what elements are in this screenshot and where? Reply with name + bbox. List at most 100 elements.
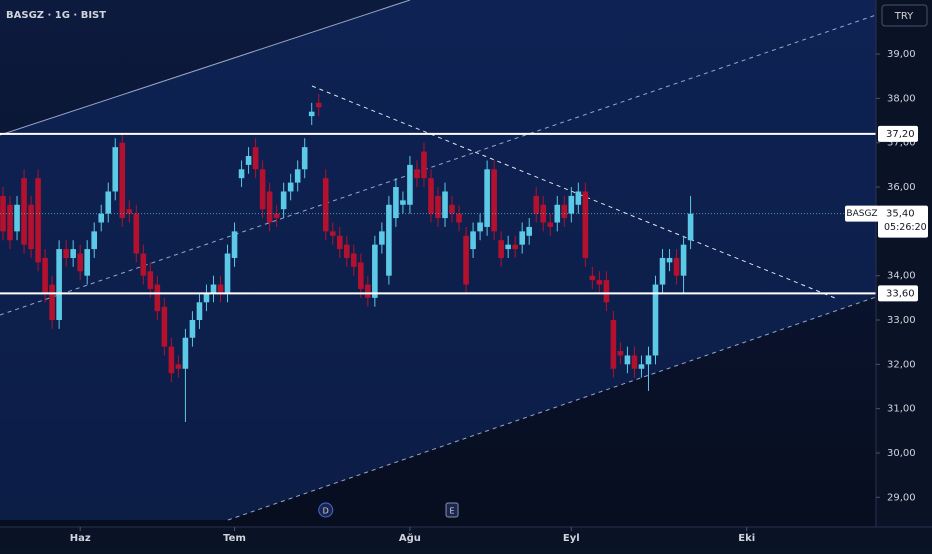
y-tick-label: 29,00	[887, 492, 916, 503]
candle-body	[42, 257, 48, 294]
candle-body	[351, 253, 357, 267]
event-marker	[445, 502, 459, 518]
candle-body	[35, 178, 41, 263]
currency-label[interactable]: TRY	[894, 11, 914, 22]
candle-body	[414, 169, 420, 179]
candle-body	[638, 364, 645, 369]
candle-body	[666, 257, 673, 263]
candle-body	[56, 249, 62, 321]
candle-body	[133, 213, 140, 254]
y-tick-label: 32,00	[887, 359, 916, 370]
candle-body	[140, 253, 147, 276]
candle-body	[631, 355, 638, 369]
candle-body	[652, 284, 659, 356]
candle-body	[512, 244, 518, 250]
y-tick-label: 33,00	[887, 315, 916, 326]
candle-body	[231, 231, 238, 258]
x-tick-label: Tem	[223, 533, 246, 544]
axis-layer: 29,00 30,00 31,00 32,00 33,00 34,00 36,00 37,00…	[70, 49, 928, 544]
candle-body	[322, 178, 329, 232]
candle-body	[393, 187, 399, 219]
candle-body	[7, 204, 13, 241]
last-price-label: 35,40	[886, 209, 915, 220]
x-tick-label: Eki	[738, 533, 755, 544]
candle-body	[238, 169, 245, 179]
candle-body	[161, 306, 168, 347]
candle-body	[519, 231, 525, 245]
candle-body	[603, 280, 610, 303]
candle-body	[568, 195, 575, 214]
candle-body	[659, 257, 666, 285]
level-label: 37,20	[886, 129, 915, 140]
candle-body	[126, 209, 133, 214]
channel-fill	[0, 0, 876, 520]
candle-body	[533, 195, 540, 214]
candle-body	[407, 164, 413, 205]
candle-body	[379, 231, 385, 245]
candle-body	[210, 284, 217, 294]
candle-body	[343, 244, 350, 258]
candle-body	[554, 204, 561, 223]
symbol-tag	[845, 205, 880, 222]
candle-body	[189, 320, 196, 338]
candle-body	[294, 169, 301, 183]
candle-body	[491, 169, 497, 232]
candle-body	[224, 253, 231, 294]
event-marker	[318, 502, 334, 518]
candle-body	[477, 222, 483, 232]
candle-body	[400, 200, 406, 205]
candle-body	[119, 142, 126, 219]
candle-body	[456, 213, 462, 223]
channel-upper	[0, 0, 411, 136]
candle-body	[484, 169, 490, 227]
symbol-label: BASGZ	[846, 209, 877, 219]
candle-body	[252, 147, 259, 170]
plot	[0, 93, 876, 422]
candle-body	[687, 213, 694, 241]
candle-body	[175, 364, 182, 369]
candle-body	[28, 204, 34, 250]
candle-body	[259, 169, 266, 210]
countdown-label: 05:26:20	[884, 222, 927, 233]
candle-body	[463, 235, 469, 285]
candle-body	[98, 213, 105, 223]
candle-body	[505, 244, 511, 250]
candle-body	[680, 244, 687, 276]
candle-body	[147, 271, 154, 289]
candle-body	[308, 111, 315, 117]
candle-body	[49, 284, 55, 321]
y-tick-label: 36,00	[887, 182, 916, 193]
trend-line	[311, 85, 836, 299]
last-price-tag	[878, 205, 928, 238]
candle-body	[372, 244, 378, 298]
candle-body	[421, 151, 427, 179]
candle-body	[280, 191, 287, 210]
chart-title: BASGZ · 1G · BIST	[6, 10, 106, 21]
candle-body	[287, 182, 294, 192]
candle-body	[112, 147, 119, 192]
candle-body	[575, 191, 582, 205]
candle-body	[70, 249, 76, 258]
currency-button[interactable]	[881, 4, 928, 27]
candle-body	[154, 284, 161, 312]
candle-body	[498, 240, 504, 258]
candle-body	[435, 195, 441, 219]
candle-body	[273, 213, 280, 219]
level-tag	[878, 125, 918, 142]
candle-body	[196, 302, 203, 321]
candle-body	[315, 102, 322, 108]
candle-body	[14, 204, 20, 232]
candle-body	[266, 191, 273, 223]
y-tick-label: 34,00	[887, 271, 916, 282]
candle-body	[203, 293, 210, 303]
y-tick-label: 39,00	[887, 49, 916, 60]
candle-body	[561, 204, 568, 219]
candle-body	[365, 284, 371, 298]
x-tick-label: Eyl	[563, 533, 580, 544]
y-tick-label: 30,00	[887, 448, 916, 459]
x-tick-label: Haz	[70, 533, 91, 544]
event-label: E	[450, 507, 455, 516]
candle-body	[63, 249, 69, 258]
